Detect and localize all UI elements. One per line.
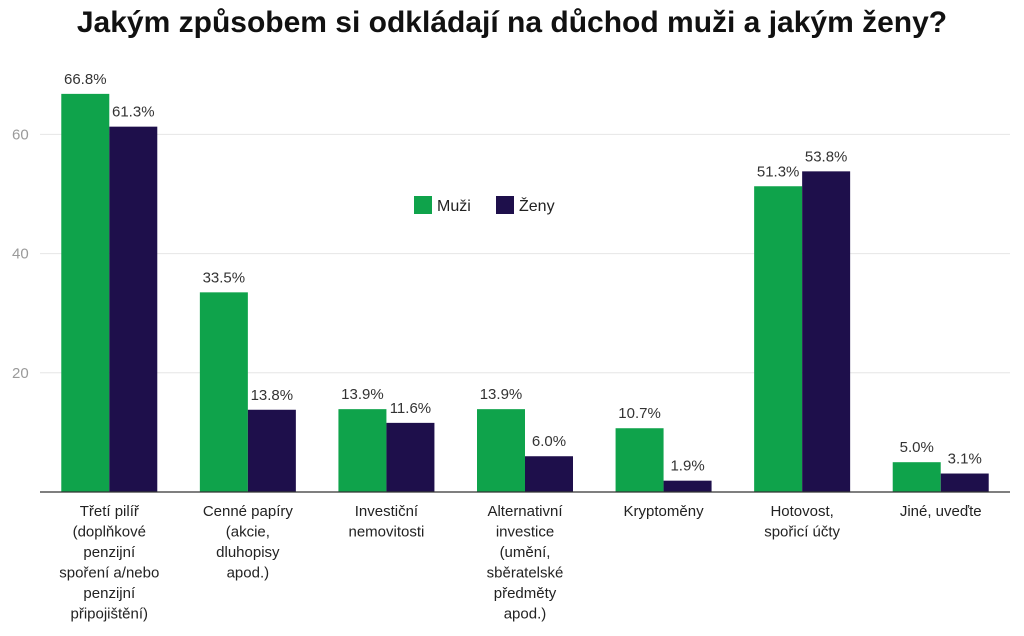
bar-zeny [386, 422, 435, 492]
category-label-line: spořicí účty [764, 524, 840, 541]
data-label: 13.8% [251, 387, 294, 404]
category-label-line: Kryptoměny [624, 503, 705, 520]
bar-muzi [477, 409, 525, 492]
category-label-line: Cenné papíry [203, 503, 294, 520]
category-label-line: Hotovost, [770, 503, 833, 520]
bar-zeny [663, 480, 712, 492]
data-label: 53.8% [805, 148, 848, 165]
x-axis: Třetí pilíř (doplňkové penzijní spoření a/n… [40, 491, 1010, 623]
data-label: 33.5% [203, 269, 246, 286]
category-label: Třetí pilíř (doplňkové penzijní spoření a/n… [59, 503, 159, 623]
category-label: Cenné papíry (akcie, dluhopisy apod.) [203, 503, 294, 582]
gridlines [40, 133, 1010, 374]
bar-muzi [892, 462, 941, 492]
category-label-line: Třetí pilíř [80, 503, 140, 520]
data-label: 13.9% [341, 386, 384, 403]
data-label: 61.3% [112, 104, 155, 121]
y-axis: 20 40 60 [12, 126, 29, 381]
data-label: 6.0% [532, 433, 566, 450]
bar-muzi [199, 292, 248, 492]
category-label-line: sběratelské [487, 565, 564, 582]
data-label: 11.6% [390, 400, 431, 417]
bar-muzi [754, 186, 803, 492]
legend-swatch-muzi [414, 196, 432, 214]
category-label-line: (umění, [500, 544, 551, 561]
bar-zeny [109, 126, 158, 492]
y-tick-label: 60 [12, 126, 29, 143]
bar-muzi [61, 93, 110, 492]
category-label-line: dluhopisy [216, 544, 280, 561]
legend-swatch-zeny [496, 196, 514, 214]
legend-label-muzi: Muži [437, 198, 471, 215]
category-label: Alternativní investice (umění, sběratelské p… [487, 503, 564, 623]
data-label: 10.7% [618, 405, 661, 422]
bar-muzi [338, 409, 387, 492]
bar-zeny [247, 409, 296, 492]
category-label-line: nemovitosti [348, 524, 424, 541]
category-label-line: (doplňkové [73, 524, 146, 541]
category-label-line: apod.) [227, 565, 270, 582]
category-label: Kryptoměny [624, 503, 705, 520]
category-label-line: investice [496, 524, 554, 541]
data-label: 51.3% [757, 163, 800, 180]
bar-zeny [525, 456, 573, 492]
bars [61, 93, 989, 493]
category-label: Jiné, uveďte [900, 503, 982, 520]
category-label-line: penzijní [83, 544, 136, 561]
data-label: 66.8% [64, 71, 107, 88]
category-label-line: připojištění) [71, 606, 149, 623]
data-label: 3.1% [948, 451, 982, 468]
category-label-line: Alternativní [487, 503, 563, 520]
legend-label-zeny: Ženy [519, 196, 555, 215]
category-label: Investiční nemovitosti [348, 503, 424, 541]
category-label-line: Jiné, uveďte [900, 503, 982, 520]
data-label: 5.0% [900, 439, 934, 456]
y-tick-label: 20 [12, 365, 29, 382]
chart-title: Jakým způsobem si odkládají na důchod mu… [76, 6, 948, 39]
category-label: Hotovost, spořicí účty [764, 503, 840, 541]
y-tick-label: 40 [12, 246, 29, 263]
bar-zeny [940, 473, 989, 492]
category-label-line: penzijní [83, 585, 136, 602]
bar-muzi [615, 428, 664, 492]
category-label-line: apod.) [504, 606, 547, 623]
category-label-line: spoření a/nebo [59, 565, 159, 582]
bar-zeny [802, 171, 851, 493]
category-label-line: Investiční [355, 503, 419, 520]
legend: Muži Ženy [414, 196, 555, 215]
data-label: 13.9% [480, 386, 523, 403]
data-labels: 66.8% 61.3% 33.5% 13.8% 13.9% 11.6% 13.9% 6.0% 1… [64, 71, 982, 475]
category-label-line: předměty [494, 585, 557, 602]
category-label-line: (akcie, [226, 524, 270, 541]
data-label: 1.9% [670, 458, 704, 475]
